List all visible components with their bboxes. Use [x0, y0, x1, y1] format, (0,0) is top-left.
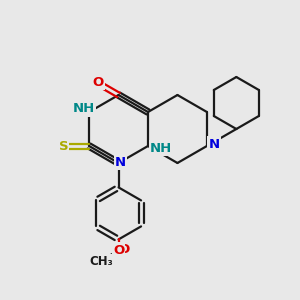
Text: O: O [113, 244, 124, 257]
Text: NH: NH [150, 142, 172, 154]
Text: N: N [115, 155, 126, 169]
Text: N: N [208, 137, 220, 151]
Text: O: O [118, 243, 129, 256]
Text: NH: NH [73, 103, 95, 116]
Text: CH₃: CH₃ [89, 255, 113, 268]
Text: O: O [96, 254, 106, 267]
Text: S: S [59, 140, 68, 152]
Text: O: O [92, 76, 104, 88]
